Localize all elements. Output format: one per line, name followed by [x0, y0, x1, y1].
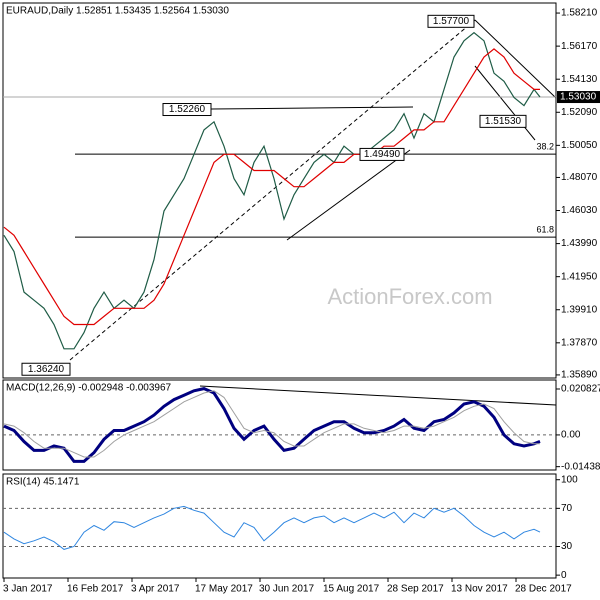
price-label-box: [359, 147, 405, 161]
series-line: [3, 387, 541, 463]
y-tick-label: 70: [561, 503, 573, 514]
y-tick-label: 100: [561, 474, 578, 485]
price-label: 1.51530: [485, 116, 522, 127]
macd-panel: [2, 379, 557, 471]
y-tick-label: 30: [561, 541, 573, 552]
y-tick-label: 1.48070: [561, 172, 598, 183]
x-tick-label: 3 Jan 2017: [3, 584, 53, 595]
x-tick-label: 16 Feb 2017: [67, 584, 124, 595]
y-tick-label: -0.014386: [561, 461, 600, 472]
watermark: ActionForex.com: [327, 284, 492, 309]
y-tick-label: 1.58210: [561, 8, 598, 19]
series-line: [3, 48, 540, 326]
series-line: [3, 390, 541, 458]
y-tick-label: 1.46030: [561, 205, 598, 216]
x-tick-label: 28 Sep 2017: [387, 584, 444, 595]
fib-label: 61.8: [536, 224, 554, 234]
price-label: 1.52260: [169, 104, 206, 115]
series-line: [3, 31, 541, 350]
y-tick-label: 1.50050: [561, 140, 598, 151]
price-label: 1.49490: [364, 149, 401, 160]
y-tick-label: 1.56170: [561, 41, 598, 52]
price-label-box: [427, 14, 475, 28]
y-tick-label: 1.39910: [561, 304, 598, 315]
y-tick-label: 0: [561, 570, 567, 581]
y-tick-label: 1.54130: [561, 74, 598, 85]
y-tick-label: 0.020827: [561, 384, 600, 395]
y-tick-label: 0.00: [561, 430, 581, 441]
rsi-panel: [2, 473, 557, 579]
resistance-line: [210, 106, 414, 110]
y-tick-label: 1.41950: [561, 271, 598, 282]
x-tick-label: 30 Jun 2017: [259, 584, 314, 595]
y-tick-label: 1.37870: [561, 337, 598, 348]
price-label-box: [21, 362, 71, 376]
price-label-box: [479, 114, 527, 128]
x-tick-label: 15 Aug 2017: [323, 584, 380, 595]
last-price-label: 1.53030: [560, 92, 597, 103]
x-tick-label: 28 Dec 2017: [515, 584, 572, 595]
price-label: 1.57700: [433, 16, 470, 27]
panel-title: MACD(12,26,9) -0.002948 -0.003967: [6, 383, 172, 394]
last-price-box: [557, 91, 600, 104]
panel-title: EURAUD,Daily 1.52851 1.53435 1.52564 1.5…: [6, 6, 229, 17]
trend-line: [286, 149, 411, 241]
macd-trend-line: [199, 385, 557, 406]
series-line: [3, 505, 541, 550]
y-tick-label: 1.43990: [561, 238, 598, 249]
y-tick-label: 1.35890: [561, 370, 598, 381]
price-panel: [2, 2, 557, 379]
x-tick-label: 17 May 2017: [195, 584, 253, 595]
price-label: 1.36240: [28, 364, 65, 375]
fib-label: 38.2: [536, 141, 554, 151]
x-tick-label: 3 Apr 2017: [131, 584, 180, 595]
x-tick-label: 13 Nov 2017: [451, 584, 508, 595]
price-label-box: [162, 103, 212, 117]
y-tick-label: 1.52090: [561, 107, 598, 118]
down-channel: [474, 19, 557, 99]
panel-title: RSI(14) 45.1471: [6, 477, 80, 488]
